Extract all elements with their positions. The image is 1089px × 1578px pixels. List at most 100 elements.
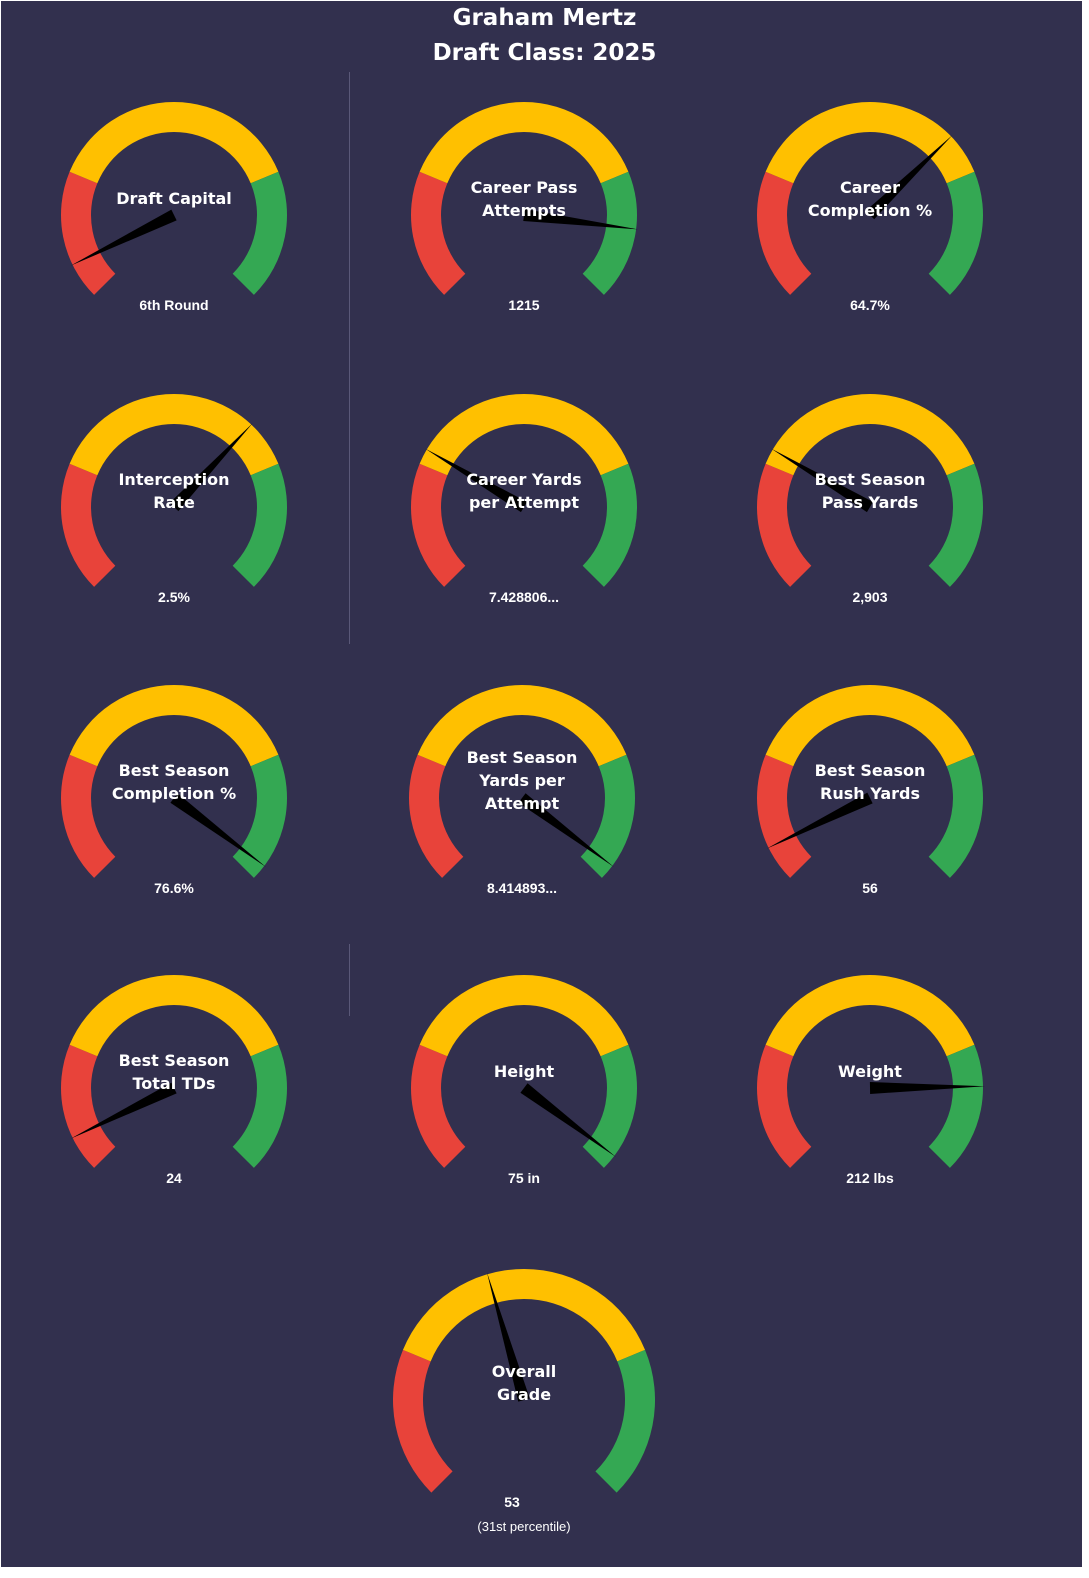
gauge-label: Best Season Pass Yards <box>814 470 926 512</box>
gauge-band-green <box>582 463 637 587</box>
gauge-label: Best Season Yards per Attempt <box>466 748 578 813</box>
gauge-band-yellow <box>419 101 629 184</box>
gauge-svg <box>757 685 983 878</box>
gauge-band-green <box>232 754 287 878</box>
gauge-label: Best Season Total TDs <box>118 1051 230 1093</box>
gauge-11: Weight 212 lbs <box>730 943 1010 1203</box>
gauge-5: Best Season Pass Yards 2,903 <box>730 362 1010 622</box>
gauge-band-green <box>232 463 287 587</box>
gauge-svg <box>393 1269 655 1493</box>
gauge-value: 24 <box>166 1170 182 1186</box>
draft-class: Draft Class: 2025 <box>432 40 657 66</box>
gauge-svg <box>61 101 287 295</box>
gauge-label: Career Yards per Attempt <box>466 470 582 512</box>
gauge-label: Overall Grade <box>491 1362 557 1404</box>
gauge-svg <box>61 685 287 878</box>
gauge-value: 53 <box>504 1494 520 1510</box>
gauge-needle <box>70 209 177 266</box>
divider-line-bottom <box>349 944 350 1016</box>
gauge-band-yellow <box>765 975 975 1057</box>
gauge-band-red <box>757 754 812 878</box>
gauge-needle <box>170 793 266 868</box>
gauge-svg <box>757 394 983 587</box>
gauge-svg <box>757 101 983 295</box>
gauge-band-red <box>757 1044 812 1168</box>
gauge-value: 1215 <box>508 297 540 313</box>
gauge-needle <box>70 1082 177 1139</box>
gauge-band-green <box>582 1044 637 1168</box>
gauge-10: Height 75 in <box>384 943 664 1203</box>
gauge-band-green <box>232 171 287 295</box>
gauge-svg <box>411 975 637 1168</box>
gauge-value: 64.7% <box>850 297 890 313</box>
gauge-svg <box>757 975 985 1168</box>
gauge-label: Height <box>493 1062 555 1081</box>
gauge-band-red <box>411 171 466 295</box>
gauge-svg <box>411 101 639 295</box>
gauge-band-yellow <box>69 685 279 767</box>
gauge-7: Best Season Yards per Attempt 8.414893... <box>382 653 662 913</box>
gauge-needle <box>518 793 614 868</box>
gauge-3: Interception Rate 2.5% <box>34 362 314 622</box>
gauge-band-red <box>411 1044 466 1168</box>
divider-line-top <box>349 72 350 644</box>
gauge-12: Overall Grade 53 (31st percentile) <box>384 1235 664 1565</box>
gauge-value: 212 lbs <box>846 1170 894 1186</box>
gauge-svg <box>61 975 287 1168</box>
gauge-9: Best Season Total TDs 24 <box>34 943 314 1203</box>
gauge-subtext: (31st percentile) <box>477 1519 571 1534</box>
gauge-band-green <box>928 463 983 587</box>
gauge-value: 7.428806... <box>488 589 560 605</box>
gauge-band-red <box>61 463 116 587</box>
gauge-svg <box>411 394 637 587</box>
gauge-needle <box>169 423 253 512</box>
gauge-band-red <box>757 463 812 587</box>
gauge-band-yellow <box>69 394 279 476</box>
gauge-band-green <box>580 754 635 878</box>
gauge-needle <box>766 792 873 849</box>
gauge-band-green <box>595 1349 655 1493</box>
gauge-label: Interception Rate <box>118 470 230 512</box>
gauge-value: 8.414893... <box>486 880 558 896</box>
gauge-band-yellow <box>765 394 975 476</box>
gauge-value: 56 <box>862 880 878 896</box>
gauge-band-yellow <box>69 101 279 184</box>
gauge-svg <box>61 394 287 587</box>
gauge-band-red <box>411 463 466 587</box>
gauge-needle <box>520 1083 616 1158</box>
gauge-band-red <box>393 1349 453 1493</box>
gauge-band-green <box>232 1044 287 1168</box>
gauge-0: Draft Capital 6th Round <box>34 70 314 330</box>
gauge-value: 2,903 <box>852 589 888 605</box>
gauge-band-yellow <box>417 685 627 767</box>
gauge-band-green <box>928 754 983 878</box>
gauge-needle <box>771 448 874 513</box>
gauge-band-green <box>928 171 983 295</box>
gauge-band-yellow <box>419 394 629 476</box>
gauge-needle <box>486 1272 530 1402</box>
gauge-label: Best Season Rush Yards <box>814 761 926 803</box>
gauge-band-yellow <box>765 101 975 184</box>
panel-row-1-2 <box>1 70 1082 655</box>
gauge-band-green <box>928 1044 983 1168</box>
gauge-label: Best Season Completion % <box>111 761 237 803</box>
gauge-band-red <box>757 171 812 295</box>
gauge-8: Best Season Rush Yards 56 <box>730 653 1010 913</box>
gauge-needle <box>523 209 639 230</box>
panel-header <box>1 1 1082 70</box>
gauge-band-red <box>61 754 116 878</box>
gauge-value: 2.5% <box>158 589 190 605</box>
gauge-band-green <box>582 171 637 295</box>
gauge-value: 75 in <box>508 1170 540 1186</box>
gauge-label: Weight <box>838 1062 902 1081</box>
gauge-value: 76.6% <box>154 880 194 896</box>
gauge-needle <box>865 134 953 220</box>
gauge-band-red <box>61 1044 116 1168</box>
gauge-label: Career Completion % <box>807 178 933 220</box>
gauge-band-yellow <box>402 1269 646 1362</box>
gauge-band-yellow <box>419 975 629 1057</box>
gauge-value: 6th Round <box>139 297 209 313</box>
gauge-needle <box>869 1082 985 1094</box>
gauge-label: Draft Capital <box>116 189 232 208</box>
